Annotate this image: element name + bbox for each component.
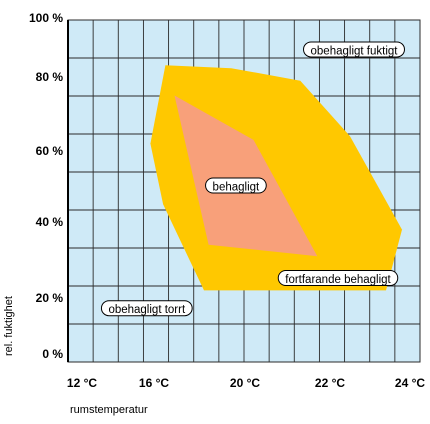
x-tick-label: 16 °C <box>139 376 169 390</box>
x-tick-label: 24 °C <box>395 376 425 390</box>
y-tick-label: 20 % <box>36 291 64 305</box>
y-tick-label: 60 % <box>36 144 64 158</box>
y-axis-title: rel. fuktighet <box>3 296 15 356</box>
zone-label: fortfarande behagligt <box>277 270 399 286</box>
zone-label: obehagligt torrt <box>100 300 193 317</box>
comfort-zones <box>150 65 402 291</box>
y-tick-label: 80 % <box>36 70 64 84</box>
x-tick-label: 12 °C <box>67 376 97 390</box>
zone-label-text: fortfarande behagligt <box>285 274 391 286</box>
zone-label-text: obehagligt torrt <box>108 304 186 316</box>
zone-comfortable <box>174 95 318 257</box>
x-axis-title: rumstemperatur <box>70 404 148 416</box>
zone-label-text: obehagligt fuktigt <box>311 45 399 57</box>
zone-label: behagligt <box>205 177 267 194</box>
zone-labels: obehagligt fuktigt behagligt fortfarande b… <box>100 41 405 317</box>
zone-label-box <box>303 41 405 58</box>
y-tick-label: 0 % <box>42 347 63 361</box>
zone-label-box <box>205 177 267 194</box>
x-tick-label: 20 °C <box>230 376 260 390</box>
zone-label-box <box>277 270 399 286</box>
y-tick-label: 40 % <box>36 215 64 229</box>
y-tick-label: 100 % <box>29 11 63 25</box>
zone-label-box <box>100 300 193 317</box>
x-tick-label: 22 °C <box>315 376 345 390</box>
zone-label-text: behagligt <box>213 182 260 194</box>
tick-labels: 12 °C 16 °C 20 °C 22 °C 24 °C 0 % 20 % 40 % 60 %… <box>29 11 425 390</box>
zone-label: obehagligt fuktigt <box>303 41 405 58</box>
